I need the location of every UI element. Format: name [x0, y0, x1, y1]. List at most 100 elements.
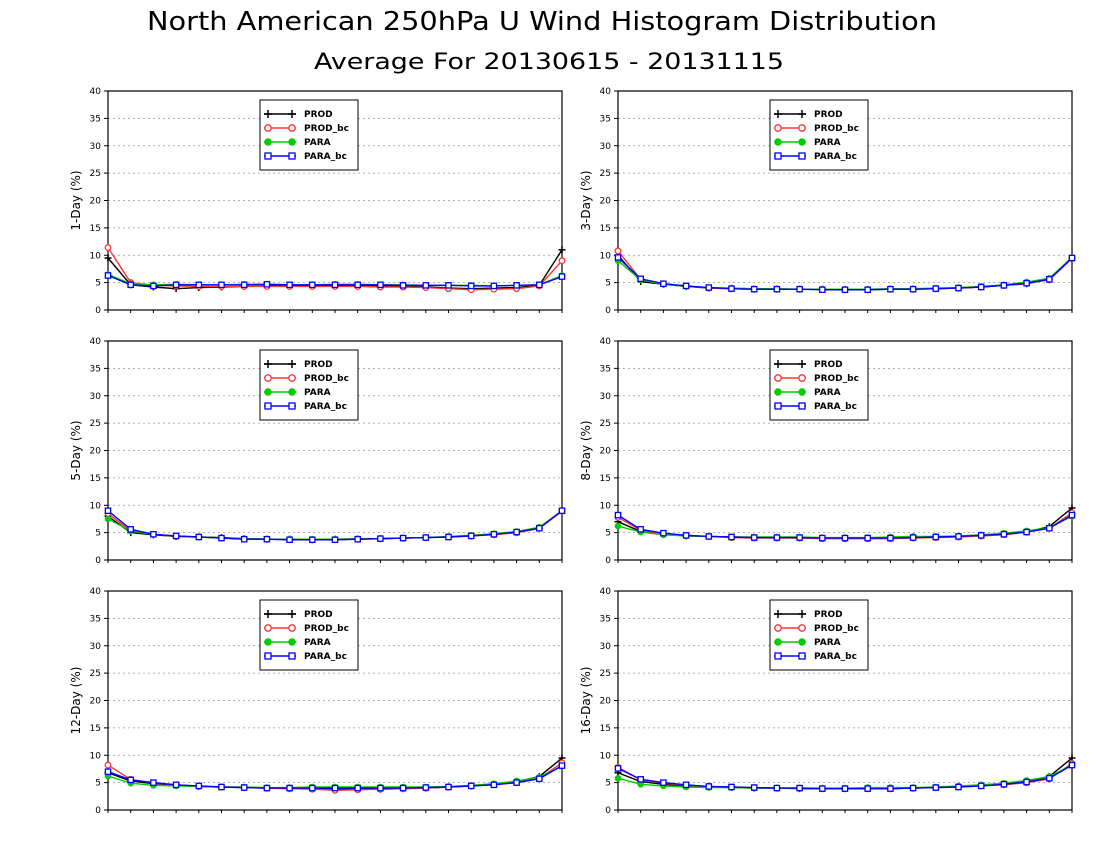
y-tick-label: 0	[605, 556, 611, 566]
data-point	[614, 522, 622, 530]
legend-marker-right	[288, 402, 296, 410]
data-point	[240, 535, 248, 543]
data-point	[1068, 254, 1076, 262]
data-point	[955, 783, 962, 791]
legend-label: PROD_bc	[814, 124, 859, 134]
y-tick-label: 30	[90, 392, 102, 402]
y-tick-label: 15	[90, 474, 101, 484]
series-para-bc	[104, 762, 566, 792]
y-tick-label: 20	[600, 447, 612, 457]
legend-item-prod-bc: PROD_bc	[264, 124, 349, 134]
legend-marker-left	[264, 138, 272, 146]
data-point	[705, 533, 713, 540]
legend-label: PARA_bc	[814, 402, 857, 412]
legend-label: PROD_bc	[304, 374, 349, 384]
plot-frame	[617, 90, 1073, 311]
data-point	[864, 534, 871, 542]
legend-marker-left	[774, 110, 782, 118]
data-point	[1068, 511, 1076, 519]
y-tick-label: 0	[605, 306, 611, 316]
data-point	[1046, 276, 1053, 283]
data-point	[977, 782, 985, 790]
data-point	[682, 781, 690, 789]
y-tick-label: 30	[600, 642, 612, 652]
data-point	[909, 534, 917, 541]
data-point	[1068, 761, 1076, 769]
legend-marker-left	[774, 152, 782, 160]
legend-label: PROD_bc	[304, 124, 349, 134]
data-point	[490, 530, 498, 538]
y-tick-label: 25	[600, 169, 611, 179]
data-point	[909, 784, 917, 792]
legend-marker-left	[264, 374, 272, 382]
data-point	[399, 282, 407, 289]
data-point	[558, 246, 566, 254]
y-tick-label: 10	[600, 251, 612, 261]
y-tick-label: 20	[90, 697, 102, 707]
y-tick-label: 20	[600, 697, 612, 707]
y-tick-label: 20	[600, 197, 612, 207]
data-point	[932, 533, 940, 541]
legend-item-para: PARA	[774, 638, 841, 648]
legend-marker-left	[774, 374, 782, 382]
series-para-bc	[614, 511, 1076, 542]
data-point	[773, 784, 781, 792]
y-axis-label: 3-Day (%)	[579, 170, 593, 230]
y-tick-label: 35	[600, 614, 611, 624]
legend-label: PARA	[814, 638, 841, 648]
legend-marker-left	[774, 638, 782, 646]
legend-marker-right	[798, 374, 806, 382]
legend-item-prod: PROD	[774, 110, 843, 120]
data-point	[637, 776, 644, 783]
legend-marker-right	[798, 110, 806, 118]
data-point	[309, 281, 316, 289]
panel-grid: 0 5 10 15 20 25 30 35 40 1-Day (%) PROD PROD_bc PARA…	[69, 87, 1076, 816]
data-point	[660, 529, 667, 537]
plot-frame	[107, 590, 563, 811]
data-point	[1000, 530, 1008, 538]
legend-label: PARA	[304, 388, 331, 398]
data-point	[490, 282, 498, 290]
data-point	[682, 532, 690, 539]
data-point	[909, 285, 917, 293]
data-point	[841, 286, 849, 294]
legend-marker-left	[264, 402, 272, 410]
data-point	[240, 784, 248, 791]
plot-frame	[617, 340, 1073, 561]
legend-label: PARA_bc	[814, 652, 857, 662]
series-para-bc	[104, 272, 566, 290]
data-point	[841, 785, 849, 792]
data-point	[864, 286, 871, 294]
data-point	[286, 281, 293, 289]
legend-marker-right	[288, 624, 296, 632]
data-point	[263, 535, 271, 543]
y-tick-label: 40	[90, 587, 102, 597]
data-point	[286, 536, 293, 544]
data-point	[660, 779, 667, 786]
legend-marker-left	[264, 638, 272, 646]
data-point	[331, 281, 339, 289]
y-tick-label: 25	[90, 169, 101, 179]
y-tick-label: 40	[600, 87, 612, 97]
y-tick-label: 0	[605, 806, 611, 816]
data-point	[127, 526, 134, 533]
legend-marker-right	[288, 138, 296, 146]
data-point	[309, 536, 316, 544]
series-para-bc	[614, 761, 1076, 792]
legend-item-para: PARA	[774, 138, 841, 148]
data-point	[467, 782, 475, 790]
legend-item-para-bc: PARA_bc	[774, 402, 857, 412]
data-point	[127, 281, 134, 289]
legend: PROD PROD_bc PARA PARA_bc	[259, 599, 359, 671]
legend-marker-right	[288, 152, 296, 160]
y-tick-label: 40	[90, 337, 102, 347]
data-point	[819, 286, 826, 294]
legend: PROD PROD_bc PARA PARA_bc	[769, 349, 869, 421]
legend-item-prod: PROD	[774, 610, 843, 620]
data-point	[637, 526, 644, 533]
y-tick-label: 25	[90, 419, 101, 429]
legend-item-prod-bc: PROD_bc	[774, 374, 859, 384]
legend-marker-right	[288, 360, 296, 368]
y-tick-label: 15	[90, 724, 101, 734]
legend-marker-right	[798, 360, 806, 368]
